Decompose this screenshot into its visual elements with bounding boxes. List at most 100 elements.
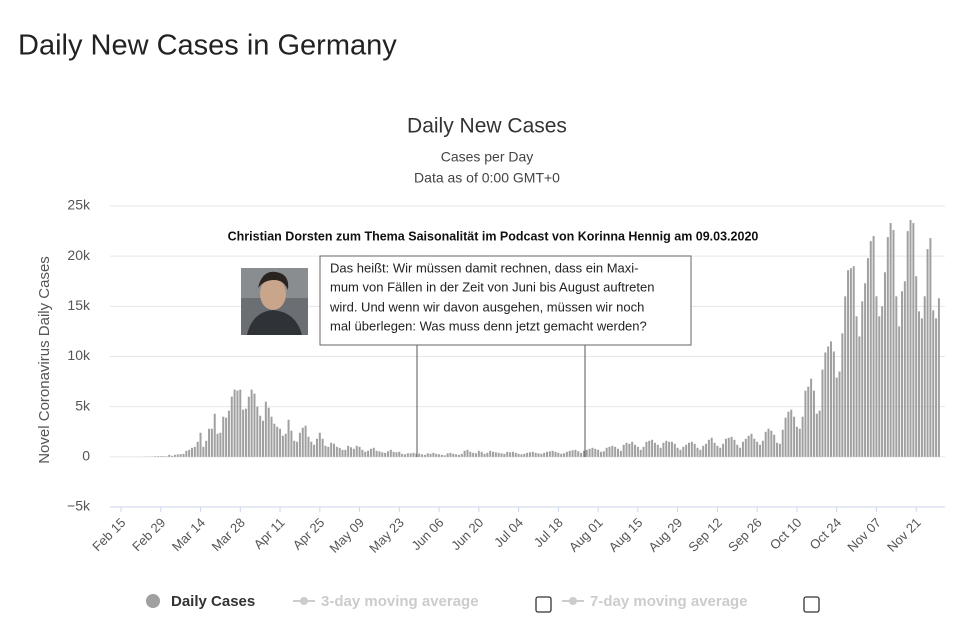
bar xyxy=(253,393,256,457)
bar xyxy=(540,453,543,457)
bar xyxy=(881,306,884,457)
x-tick-label: Nov 21 xyxy=(884,515,924,555)
bar xyxy=(585,449,588,457)
bar xyxy=(849,268,852,457)
bar xyxy=(262,420,264,457)
bar xyxy=(812,390,815,457)
bar xyxy=(685,444,688,457)
bar xyxy=(631,441,634,457)
bar xyxy=(202,446,205,457)
bar xyxy=(475,453,477,457)
bar xyxy=(296,441,299,457)
bar xyxy=(688,442,690,457)
bar xyxy=(546,451,548,457)
bar xyxy=(682,446,685,457)
bar xyxy=(528,452,531,457)
x-tick-label: Nov 07 xyxy=(844,515,884,555)
bar xyxy=(852,266,855,457)
checkbox[interactable] xyxy=(803,596,820,613)
bar xyxy=(639,449,642,457)
bar xyxy=(543,452,546,457)
page-heading: Daily New Cases in Germany xyxy=(18,30,397,62)
bar xyxy=(901,291,903,457)
bar xyxy=(355,445,358,457)
legend-label[interactable]: 3-day moving average xyxy=(321,593,479,610)
legend-label[interactable]: 7-day moving average xyxy=(590,593,748,610)
bar xyxy=(534,452,537,457)
bar xyxy=(665,440,668,457)
bar xyxy=(832,351,835,457)
bar xyxy=(818,410,821,457)
bar xyxy=(173,454,176,457)
y-tick-label: −5k xyxy=(67,498,91,514)
bar xyxy=(662,442,665,457)
bar xyxy=(290,430,293,457)
bar xyxy=(503,453,506,457)
bar xyxy=(301,427,304,457)
bar xyxy=(679,449,682,457)
bar xyxy=(690,441,693,457)
bar xyxy=(653,442,656,457)
bar xyxy=(375,450,378,457)
bar xyxy=(636,446,639,457)
bar xyxy=(736,444,739,457)
annotation-heading: Christian Dorsten zum Thema Saisonalität… xyxy=(228,229,759,243)
bar xyxy=(557,452,560,457)
bar xyxy=(935,318,938,457)
bar xyxy=(875,296,878,457)
bar xyxy=(273,423,276,457)
bar xyxy=(670,441,673,457)
legend-label[interactable]: Daily Cases xyxy=(171,593,255,610)
bar xyxy=(472,452,475,457)
bar xyxy=(741,441,744,457)
x-tick-label: Mar 14 xyxy=(169,515,208,554)
bar xyxy=(315,438,318,457)
bar xyxy=(713,442,716,457)
bar xyxy=(446,453,449,457)
x-tick-label: Apr 11 xyxy=(251,515,288,552)
bar xyxy=(676,447,679,457)
bar xyxy=(435,453,438,457)
x-tick-label: Jun 06 xyxy=(408,515,446,553)
bar xyxy=(915,276,918,457)
bar xyxy=(443,455,446,457)
bar xyxy=(784,417,787,457)
bar xyxy=(313,444,316,457)
bar xyxy=(205,440,208,457)
bar xyxy=(656,444,659,457)
bar xyxy=(906,231,909,457)
bar xyxy=(594,448,597,457)
bar xyxy=(395,452,398,457)
x-tick-label: Oct 10 xyxy=(767,515,805,553)
legend-marker[interactable] xyxy=(146,594,160,608)
y-tick-label: 15k xyxy=(67,297,91,313)
bar xyxy=(756,441,759,457)
y-tick-label: 0 xyxy=(82,448,90,464)
x-tick-label: May 09 xyxy=(326,515,367,556)
bar xyxy=(276,426,279,457)
bar xyxy=(793,416,796,457)
bar xyxy=(642,446,645,457)
bar xyxy=(188,449,191,457)
bar xyxy=(330,442,333,457)
bar xyxy=(895,296,898,457)
bar xyxy=(455,454,458,457)
bar xyxy=(327,446,330,457)
bar xyxy=(872,236,875,457)
checkbox[interactable] xyxy=(535,596,552,613)
bar xyxy=(574,449,577,457)
legend-marker[interactable] xyxy=(300,597,308,605)
legend-marker[interactable] xyxy=(569,597,577,605)
bar xyxy=(318,432,321,457)
bar xyxy=(159,456,162,457)
x-tick-label: Jun 20 xyxy=(448,515,486,553)
bar xyxy=(293,440,296,457)
bar xyxy=(565,451,568,457)
bar xyxy=(236,390,239,457)
bar xyxy=(912,223,915,457)
bar xyxy=(489,450,492,457)
bar xyxy=(730,436,733,457)
bar xyxy=(608,446,611,457)
bar xyxy=(568,450,571,457)
x-tick-label: Sep 12 xyxy=(685,515,725,555)
